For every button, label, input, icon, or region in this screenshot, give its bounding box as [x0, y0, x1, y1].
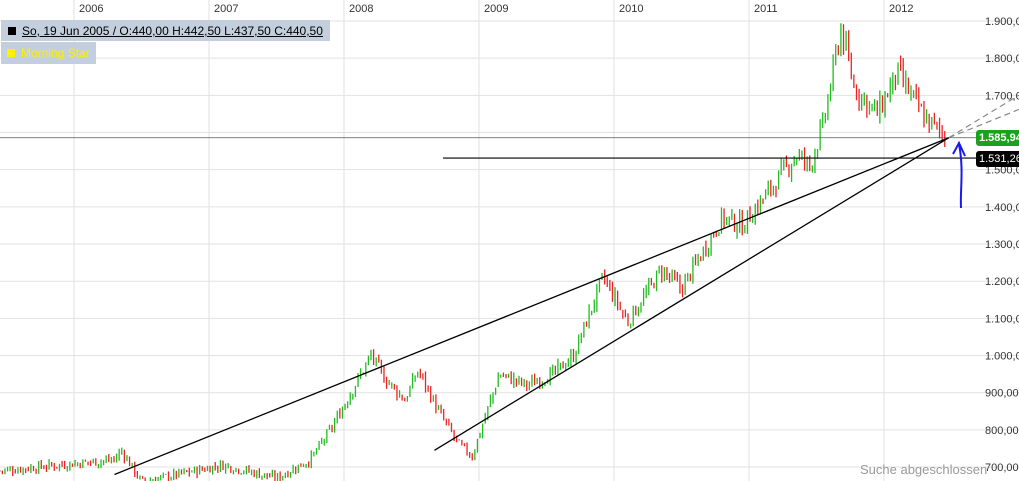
y-tick-label: 1.400,0	[985, 202, 1019, 214]
y-tick-label: 1.500,0	[985, 165, 1019, 177]
legend-square-icon	[7, 49, 15, 57]
x-tick-label: 2008	[349, 3, 373, 15]
legend-label: Morning Star	[21, 46, 90, 60]
trendline-extension	[948, 108, 1019, 139]
y-tick-label: 800,00	[985, 425, 1019, 437]
y-tick-label: 1.700,0	[985, 90, 1019, 102]
support-price-tag: 1.531,26	[976, 151, 1019, 168]
status-text: Suche abgeschlossen	[860, 462, 988, 477]
y-tick-label: 1.800,0	[985, 53, 1019, 65]
trendline	[434, 137, 950, 451]
y-tick-label: 1.100,0	[985, 313, 1019, 325]
x-tick-label: 2011	[754, 3, 778, 15]
annotation-arrow-icon	[952, 140, 966, 209]
x-tick-label: 2009	[484, 3, 508, 15]
indicator-legend[interactable]: Morning Star	[1, 42, 96, 64]
x-tick-label: 2010	[619, 3, 643, 15]
ohlc-info-bar: So, 19 Jun 2005 / O:440,00 H:442,50 L:43…	[1, 20, 330, 41]
y-tick-label: 1.200,0	[985, 276, 1019, 288]
ohlc-text: So, 19 Jun 2005 / O:440,00 H:442,50 L:43…	[22, 24, 323, 38]
y-tick-label: 900,00	[985, 388, 1019, 400]
y-tick-label: 700,00	[985, 462, 1019, 474]
trendline-extension	[948, 94, 1019, 139]
x-tick-label: 2007	[214, 3, 238, 15]
trendline	[114, 137, 950, 476]
y-tick-label: 1.000,0	[985, 351, 1019, 363]
series-square-icon	[8, 27, 16, 35]
x-tick-label: 2012	[889, 3, 913, 15]
current-price-tag: 1.585,94	[976, 129, 1019, 146]
y-tick-label: 1.300,0	[985, 239, 1019, 251]
y-tick-label: 1.900,0	[985, 16, 1019, 28]
x-tick-label: 2006	[79, 3, 103, 15]
